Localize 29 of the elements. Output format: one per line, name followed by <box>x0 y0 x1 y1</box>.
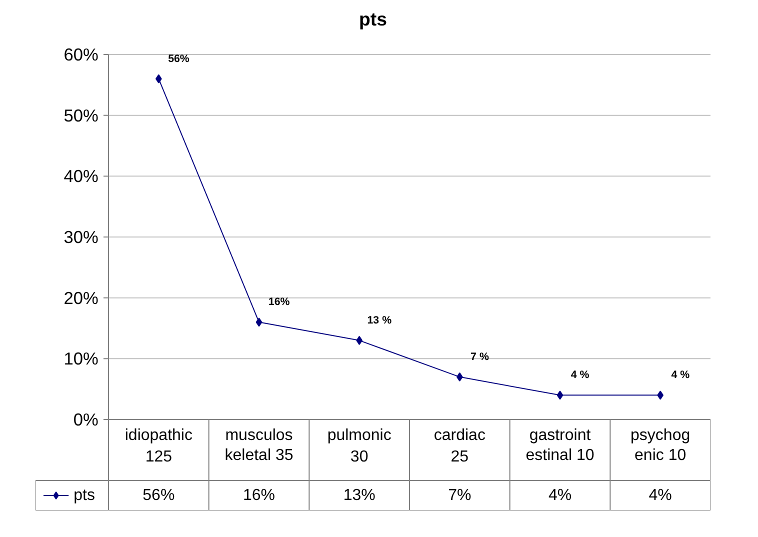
x-tick-label: cardiac 25 <box>434 427 486 466</box>
point <box>256 318 262 327</box>
point <box>556 390 564 400</box>
y-tick-label: 0% <box>73 410 98 430</box>
annotation: 13 % <box>367 314 392 326</box>
data-label: 4% <box>548 487 572 504</box>
x-tick-label: gastroint estinal 10 <box>526 427 594 464</box>
legend-label: pts <box>74 487 95 504</box>
y-tick-label: 40% <box>64 166 98 186</box>
annotation: 4 % <box>570 369 590 382</box>
data-label: 16% <box>242 487 276 504</box>
x-tick-label: psychog enic 10 <box>630 427 690 464</box>
x-tick-label: pulmonic 30 <box>327 427 392 466</box>
y-tick-label: 60% <box>64 44 98 64</box>
x-tick-label: idiopathic 125 <box>124 427 192 466</box>
data-label: 4% <box>648 487 672 504</box>
annotation: 16% <box>268 296 290 308</box>
x-tick-label: musculos keletal 35 <box>224 427 294 464</box>
y-tick-label: 30% <box>64 227 98 247</box>
y-tick-label: 50% <box>64 105 98 126</box>
data-label: 13% <box>343 487 376 504</box>
annotation: 7 % <box>470 350 490 363</box>
chart-title: pts <box>359 8 387 30</box>
y-tick-label: 20% <box>64 288 98 308</box>
data-label: 56% <box>142 487 175 504</box>
annotation: 4 % <box>671 369 690 382</box>
data-label: 7% <box>448 487 472 504</box>
y-tick-label: 10% <box>64 348 98 369</box>
annotation: 56% <box>168 52 190 65</box>
